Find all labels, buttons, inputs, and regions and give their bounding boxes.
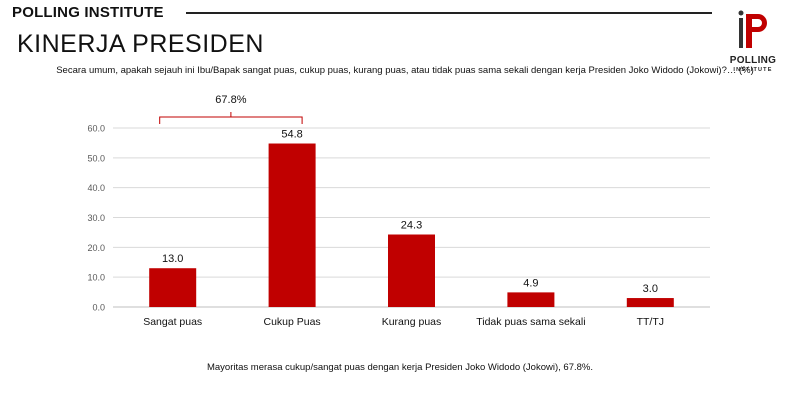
brand-name: POLLING INSTITUTE bbox=[12, 3, 164, 21]
x-category-label: Tidak puas sama sekali bbox=[476, 316, 585, 328]
polling-institute-logo: POLLING INSTITUTE bbox=[718, 8, 788, 78]
bar-4 bbox=[626, 298, 674, 307]
bar-0 bbox=[149, 268, 197, 307]
bar-3 bbox=[507, 292, 555, 307]
y-tick-label: 10.0 bbox=[87, 273, 105, 283]
bar-value-label: 4.9 bbox=[523, 277, 538, 289]
bar-1 bbox=[268, 143, 316, 307]
bar-value-label: 3.0 bbox=[643, 283, 658, 295]
brand-bar: POLLING INSTITUTE bbox=[0, 2, 164, 22]
x-category-label: TT/TJ bbox=[637, 316, 664, 328]
bar-2 bbox=[388, 234, 435, 307]
bar-value-label: 13.0 bbox=[162, 253, 183, 265]
annotation-layer: 67.8% bbox=[159, 94, 303, 124]
y-tick-label: 50.0 bbox=[87, 153, 105, 163]
annotation-label: 67.8% bbox=[215, 94, 246, 106]
logo-subtext: INSTITUTE bbox=[733, 67, 773, 73]
x-category-label: Kurang puas bbox=[382, 316, 442, 328]
bars-layer bbox=[149, 143, 674, 307]
bar-value-label: 54.8 bbox=[281, 129, 302, 141]
y-tick-label: 0.0 bbox=[92, 303, 105, 313]
y-tick-label: 40.0 bbox=[87, 183, 105, 193]
logo-text: POLLING bbox=[729, 55, 777, 66]
y-tick-label: 30.0 bbox=[87, 213, 105, 223]
x-category-label: Sangat puas bbox=[143, 316, 202, 328]
logo-mark-icon bbox=[738, 10, 767, 48]
chart-footnote: Mayoritas merasa cukup/sangat puas denga… bbox=[206, 362, 593, 373]
survey-question: Secara umum, apakah sejauh ini Ibu/Bapak… bbox=[56, 65, 754, 76]
header-divider bbox=[186, 12, 712, 14]
bar-value-label: 24.3 bbox=[401, 220, 422, 232]
y-tick-label: 60.0 bbox=[87, 124, 105, 134]
page-title: KINERJA PRESIDEN bbox=[17, 30, 264, 58]
labels-layer: 13.0 Sangat puas 54.8 Cukup Puas 24.3 Kurang … bbox=[143, 129, 664, 328]
x-category-label: Cukup Puas bbox=[263, 316, 320, 328]
y-tick-label: 20.0 bbox=[87, 243, 105, 253]
annotation-bracket bbox=[159, 112, 303, 124]
